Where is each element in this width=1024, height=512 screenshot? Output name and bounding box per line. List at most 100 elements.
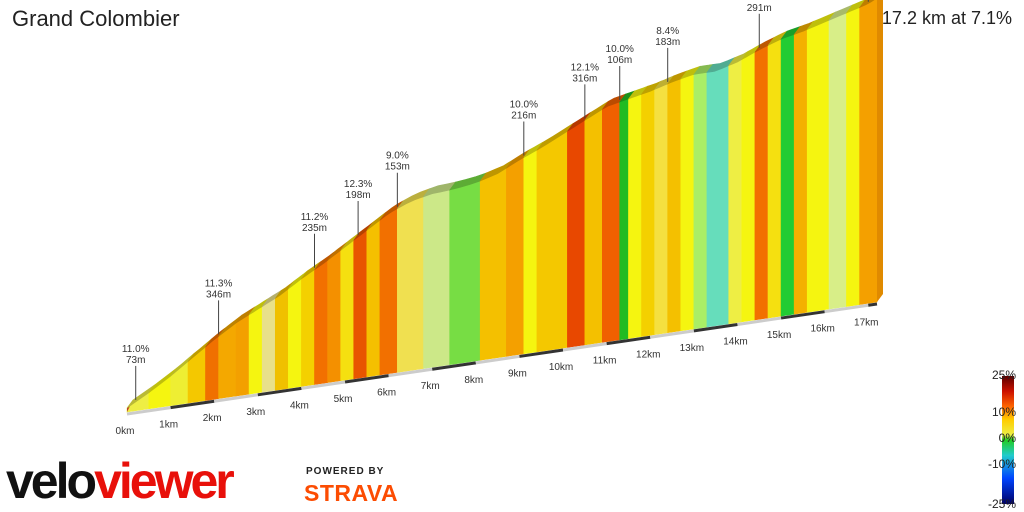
gradient-segment xyxy=(187,346,206,404)
annotation-gradient: 10.0% xyxy=(510,100,538,111)
gradient-segment xyxy=(523,149,538,355)
gradient-color-scale xyxy=(1002,376,1014,504)
axis-km-band xyxy=(344,374,389,384)
gradient-segment xyxy=(859,0,878,305)
annotation-gradient: 11.3% xyxy=(205,278,233,289)
axis-km-band xyxy=(824,303,869,314)
annotation-gradient: 11.0% xyxy=(122,344,150,355)
annotation-length: 346m xyxy=(206,289,231,300)
annotation-gradient: 10.0% xyxy=(606,44,634,55)
gradient-segment xyxy=(793,29,808,315)
legend-label-neg10: -10% xyxy=(987,457,1016,471)
axis-km-band xyxy=(868,302,878,307)
axis-km-band xyxy=(432,361,477,371)
axis-km-band xyxy=(650,329,695,339)
annotation-length: 216m xyxy=(511,111,536,122)
gradient-segment xyxy=(287,278,302,389)
gradient-segment xyxy=(340,239,355,382)
annotation-gradient: 9.0% xyxy=(386,151,409,162)
tick-label-0km: 0km xyxy=(116,426,135,437)
tick-label-1km: 1km xyxy=(159,420,178,431)
annotation-gradient: 10.6% xyxy=(745,0,773,3)
gradient-segment xyxy=(423,189,451,369)
legend-label-max: 25% xyxy=(991,368,1016,382)
gradient-segment xyxy=(506,156,525,357)
profile-end-wall xyxy=(877,0,883,302)
strava-logo: STRAVA xyxy=(304,480,399,506)
tick-label-15km: 15km xyxy=(767,330,791,341)
profile-top-edge xyxy=(126,0,875,409)
gradient-segment xyxy=(366,219,381,378)
tick-label-8km: 8km xyxy=(464,375,483,386)
annotation-length: 183m xyxy=(655,37,680,48)
tick-label-16km: 16km xyxy=(810,324,834,335)
gradient-segment xyxy=(628,93,642,339)
axis-km-band xyxy=(475,354,520,365)
gradient-segment xyxy=(126,392,150,413)
gradient-segments xyxy=(126,0,878,413)
gradient-segment xyxy=(314,259,328,385)
gradient-segment xyxy=(693,72,708,330)
chart-title: Grand Colombier xyxy=(12,6,180,31)
gradient-segment xyxy=(806,19,830,313)
axis-km-band xyxy=(606,335,651,346)
tick-label-5km: 5km xyxy=(334,394,353,405)
gradient-segment xyxy=(828,12,847,310)
svg-text:veloviewer: veloviewer xyxy=(6,453,234,508)
axis-km-band xyxy=(780,310,825,320)
tick-label-13km: 13km xyxy=(680,343,704,354)
legend-label-0: 0% xyxy=(998,431,1016,445)
annotation-gradient: 12.1% xyxy=(571,62,599,73)
annotation-length: 106m xyxy=(607,55,632,66)
gradient-segment xyxy=(584,108,603,346)
gradient-segment xyxy=(396,196,424,373)
tick-label-9km: 9km xyxy=(508,368,527,379)
gradient-segment xyxy=(327,249,342,383)
axis-km-band xyxy=(257,386,302,397)
tick-label-12km: 12km xyxy=(636,349,660,360)
gradient-segment xyxy=(741,51,756,323)
axis-km-band xyxy=(388,367,433,378)
axis-km-band xyxy=(213,393,259,403)
tick-label-11km: 11km xyxy=(593,356,617,367)
axis-km-band xyxy=(126,406,171,416)
annotation-length: 73m xyxy=(126,355,145,366)
tick-label-4km: 4km xyxy=(290,400,309,411)
tick-label-7km: 7km xyxy=(421,381,440,392)
axis-km-band xyxy=(519,348,564,358)
gradient-segment xyxy=(248,306,263,395)
axis-km-band xyxy=(737,316,782,326)
axis-km-band xyxy=(693,322,738,333)
gradient-segment xyxy=(706,65,730,328)
legend-label-10: 10% xyxy=(991,405,1016,419)
annotation-gradient: 12.3% xyxy=(344,179,372,190)
gradient-segment xyxy=(654,83,669,335)
annotation-length: 316m xyxy=(572,73,597,84)
axis-km-band xyxy=(170,399,215,410)
gradient-segment xyxy=(379,208,398,376)
gradient-segment xyxy=(479,167,507,361)
gradient-segment xyxy=(767,38,782,319)
tick-label-3km: 3km xyxy=(246,407,265,418)
gradient-segment xyxy=(846,7,860,307)
gradient-segment xyxy=(667,78,682,334)
gradient-segment xyxy=(619,98,629,341)
climb-summary: 17.2 km at 7.1% xyxy=(881,8,1012,28)
annotation-length: 291m xyxy=(747,3,772,14)
gradient-segment xyxy=(235,314,250,397)
tick-label-6km: 6km xyxy=(377,388,396,399)
legend-label-min: -25% xyxy=(987,497,1016,511)
tick-label-17km: 17km xyxy=(854,317,878,328)
gradient-segment xyxy=(301,269,315,387)
gradient-segment xyxy=(353,229,368,380)
distance-axis xyxy=(126,302,878,416)
gradient-segment xyxy=(754,45,769,321)
annotation-length: 153m xyxy=(385,162,410,173)
gradient-segment-top xyxy=(845,0,866,14)
powered-by-label: POWERED BY xyxy=(306,466,385,477)
tick-label-2km: 2km xyxy=(203,413,222,424)
tick-label-14km: 14km xyxy=(723,336,747,347)
gradient-segment xyxy=(274,288,289,391)
veloviewer-logo: veloviewer xyxy=(6,453,237,508)
